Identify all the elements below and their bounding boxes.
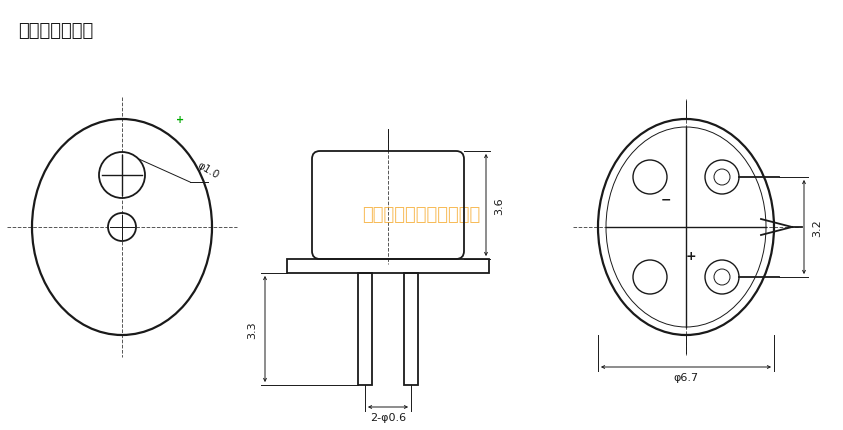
Bar <box>287 259 489 273</box>
Text: 产品外形尺寸：: 产品外形尺寸： <box>18 22 94 40</box>
Text: 2-φ0.6: 2-φ0.6 <box>370 412 406 422</box>
Bar <box>404 273 418 385</box>
Text: φ6.7: φ6.7 <box>674 372 699 382</box>
Text: φ1.0: φ1.0 <box>195 160 220 181</box>
Bar <box>358 273 372 385</box>
Text: +: + <box>176 115 184 125</box>
Text: 3.3: 3.3 <box>247 320 257 338</box>
Text: 3.2: 3.2 <box>812 218 822 236</box>
Text: +: + <box>685 249 696 262</box>
Text: 东莞市中迈电子有限公司: 东莞市中迈电子有限公司 <box>362 206 481 224</box>
Text: 3.6: 3.6 <box>494 197 504 214</box>
Text: −: − <box>661 193 671 206</box>
